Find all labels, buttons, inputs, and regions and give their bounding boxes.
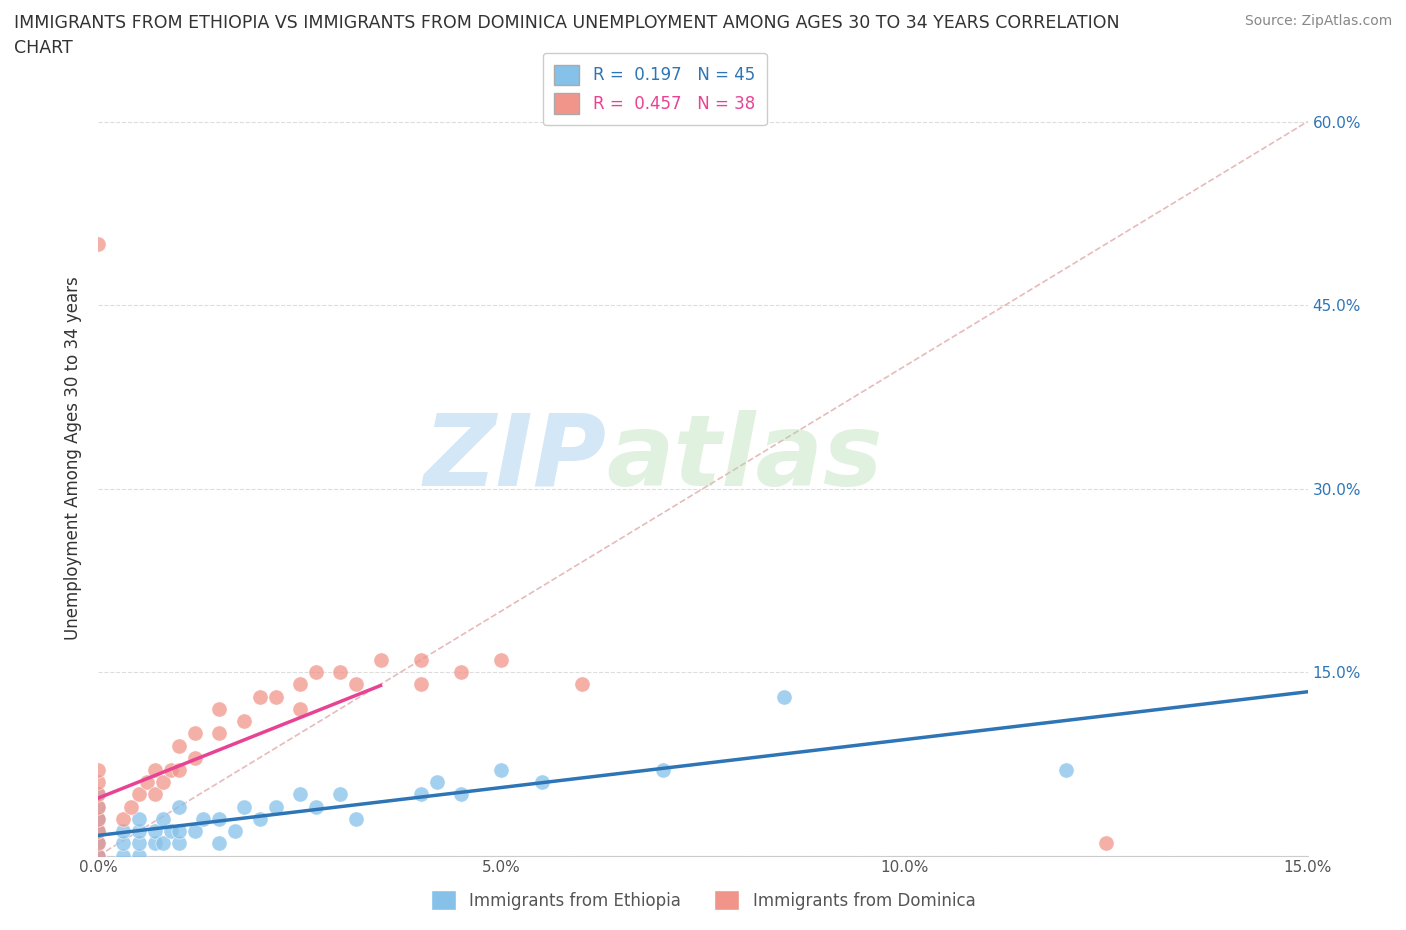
Point bbox=[111, 824, 134, 839]
Point bbox=[87, 787, 110, 802]
Point bbox=[450, 787, 472, 802]
Point bbox=[184, 751, 207, 765]
Point bbox=[184, 824, 207, 839]
Point bbox=[491, 653, 513, 668]
Text: CHART: CHART bbox=[14, 39, 73, 57]
Point bbox=[370, 653, 392, 668]
Point bbox=[409, 677, 432, 692]
Point bbox=[224, 824, 246, 839]
Point bbox=[128, 824, 150, 839]
Point bbox=[87, 848, 110, 863]
Point bbox=[329, 787, 352, 802]
Point bbox=[167, 824, 190, 839]
Point bbox=[128, 812, 150, 827]
Point bbox=[87, 836, 110, 851]
Legend: R =  0.197   N = 45, R =  0.457   N = 38: R = 0.197 N = 45, R = 0.457 N = 38 bbox=[543, 53, 766, 126]
Point bbox=[208, 812, 231, 827]
Point bbox=[143, 824, 166, 839]
Point bbox=[87, 812, 110, 827]
Point bbox=[1054, 763, 1077, 777]
Point bbox=[160, 824, 183, 839]
Point bbox=[87, 836, 110, 851]
Point bbox=[87, 763, 110, 777]
Text: Source: ZipAtlas.com: Source: ZipAtlas.com bbox=[1244, 14, 1392, 28]
Legend: Immigrants from Ethiopia, Immigrants from Dominica: Immigrants from Ethiopia, Immigrants fro… bbox=[425, 884, 981, 917]
Point bbox=[288, 677, 311, 692]
Point bbox=[305, 799, 328, 814]
Point bbox=[264, 689, 287, 704]
Point bbox=[530, 775, 553, 790]
Point bbox=[167, 738, 190, 753]
Y-axis label: Unemployment Among Ages 30 to 34 years: Unemployment Among Ages 30 to 34 years bbox=[65, 276, 83, 640]
Point bbox=[232, 799, 254, 814]
Point bbox=[208, 836, 231, 851]
Point bbox=[160, 763, 183, 777]
Point bbox=[232, 713, 254, 728]
Point bbox=[135, 775, 157, 790]
Point bbox=[772, 689, 794, 704]
Point bbox=[249, 812, 271, 827]
Point bbox=[208, 725, 231, 740]
Point bbox=[87, 787, 110, 802]
Point bbox=[288, 787, 311, 802]
Point bbox=[143, 836, 166, 851]
Point bbox=[184, 725, 207, 740]
Point bbox=[87, 799, 110, 814]
Point bbox=[143, 787, 166, 802]
Point bbox=[409, 787, 432, 802]
Point bbox=[344, 677, 367, 692]
Point bbox=[87, 799, 110, 814]
Point bbox=[87, 812, 110, 827]
Point bbox=[87, 848, 110, 863]
Point bbox=[305, 665, 328, 680]
Text: ZIP: ZIP bbox=[423, 409, 606, 507]
Point bbox=[128, 836, 150, 851]
Point bbox=[152, 775, 174, 790]
Point bbox=[87, 824, 110, 839]
Point bbox=[193, 812, 215, 827]
Point bbox=[143, 763, 166, 777]
Point bbox=[571, 677, 593, 692]
Point bbox=[1095, 836, 1118, 851]
Point bbox=[208, 701, 231, 716]
Point bbox=[87, 848, 110, 863]
Point bbox=[152, 812, 174, 827]
Point bbox=[450, 665, 472, 680]
Point bbox=[167, 763, 190, 777]
Point bbox=[87, 812, 110, 827]
Point bbox=[128, 787, 150, 802]
Point bbox=[264, 799, 287, 814]
Point bbox=[288, 701, 311, 716]
Point bbox=[651, 763, 673, 777]
Point bbox=[152, 836, 174, 851]
Point bbox=[111, 836, 134, 851]
Text: atlas: atlas bbox=[606, 409, 883, 507]
Point bbox=[426, 775, 449, 790]
Point bbox=[120, 799, 142, 814]
Point bbox=[329, 665, 352, 680]
Point bbox=[491, 763, 513, 777]
Point bbox=[87, 836, 110, 851]
Point bbox=[344, 812, 367, 827]
Point bbox=[87, 824, 110, 839]
Point bbox=[249, 689, 271, 704]
Point bbox=[111, 812, 134, 827]
Point bbox=[87, 775, 110, 790]
Point bbox=[87, 236, 110, 251]
Point bbox=[111, 848, 134, 863]
Point bbox=[167, 799, 190, 814]
Text: IMMIGRANTS FROM ETHIOPIA VS IMMIGRANTS FROM DOMINICA UNEMPLOYMENT AMONG AGES 30 : IMMIGRANTS FROM ETHIOPIA VS IMMIGRANTS F… bbox=[14, 14, 1119, 32]
Point bbox=[167, 836, 190, 851]
Point bbox=[128, 848, 150, 863]
Point bbox=[409, 653, 432, 668]
Point bbox=[87, 824, 110, 839]
